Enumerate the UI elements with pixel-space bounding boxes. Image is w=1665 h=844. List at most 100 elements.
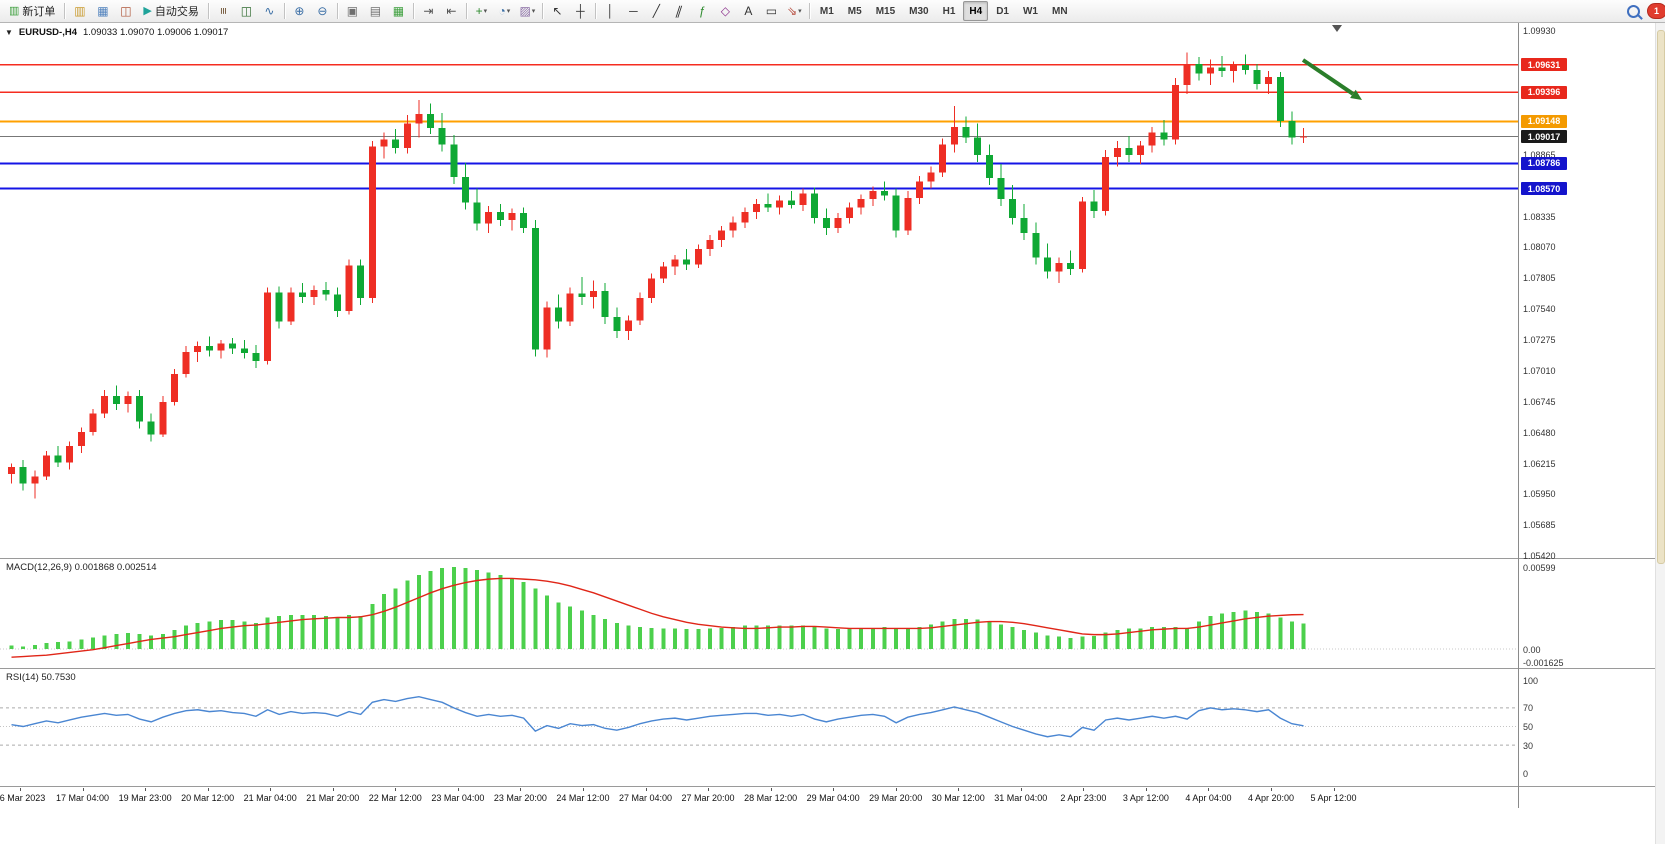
data-window-icon[interactable]: ▦ [91,1,114,22]
algo-trading-button[interactable]: ▶ 自动交易 [137,1,204,22]
time-axis-label: 3 Apr 12:00 [1122,793,1169,803]
timeframe-d1[interactable]: D1 [996,5,1009,17]
search-button[interactable] [1622,1,1645,22]
time-axis-tick [1020,788,1022,791]
vertical-scrollbar[interactable] [1655,22,1665,844]
tile-windows-icon-icon: ▣ [346,4,359,18]
time-axis-tick [645,788,647,791]
timeframe-m30[interactable]: M30 [909,5,929,17]
time-axis-tick [1145,788,1147,791]
new-order-button-label: 新订单 [22,6,56,18]
navigator-icon[interactable]: ◫ [114,1,137,22]
price-axis-label: 1.07805 [1523,273,1556,284]
rsi-axis-label: 0 [1523,768,1529,779]
time-axis-tick [457,788,459,791]
time-axis-label: 16 Mar 2023 [0,793,46,803]
templates-icon[interactable]: ▨ ▾ [516,1,539,22]
time-axis-label: 17 Mar 04:00 [56,793,110,803]
shapes-icon[interactable]: ◇ [714,1,737,22]
price-axis-label: 1.05420 [1523,551,1556,562]
time-axis-tick [1271,788,1272,791]
macd-indicator-label: MACD(12,26,9) 0.001868 0.002514 [6,562,157,573]
new-order-button[interactable]: ▥ 新订单 [3,1,61,22]
timeframe-m1[interactable]: M1 [819,5,834,17]
line-chart-icon[interactable]: ∿ [258,1,281,22]
macd-panel[interactable] [0,559,1518,668]
notifications-button[interactable]: 1 [1645,1,1665,22]
time-axis-tick [82,788,84,791]
time-axis-tick [833,788,835,791]
vertical-line-icon[interactable]: │ [599,1,622,22]
time-axis-tick [770,788,772,791]
grid-icon[interactable]: ▦ [387,1,410,22]
price-axis-label: 1.07540 [1523,304,1556,315]
rsi-axis-label: 30 [1523,740,1534,751]
zoom-out-icon[interactable]: ⊖ [311,1,334,22]
candlestick-chart-icon[interactable]: ◫ [235,1,258,22]
zoom-in-icon[interactable]: ⊕ [288,1,311,22]
chart-shift-marker[interactable] [1332,25,1342,32]
timeframe-m15[interactable]: M15 [875,5,896,17]
time-axis-label: 20 Mar 12:00 [181,793,235,803]
time-axis-label: 28 Mar 12:00 [744,793,798,803]
search-icon [1627,4,1640,18]
time-axis-tick [582,788,584,791]
toolbar-separator [336,3,338,19]
scrollbar-thumb[interactable] [1657,30,1665,564]
rsi-axis-label: 100 [1523,675,1539,686]
bar-chart-icon[interactable]: ≡ [212,1,235,22]
time-axis-label: 31 Mar 04:00 [994,793,1048,803]
rsi-axis-label: 50 [1523,722,1534,732]
one-click-trading-toggle[interactable]: ▼ [5,28,13,37]
time-axis[interactable]: 16 Mar 2023 17 Mar 04:00 19 Mar 23:00 20 Ma… [0,787,1518,808]
timeframe-m5[interactable]: M5 [847,5,862,17]
crosshair-icon[interactable]: ┼ [569,1,592,22]
cursor-icon[interactable]: ↖ [546,1,569,22]
price-axis-label: 1.06215 [1523,458,1556,469]
time-axis-tick [332,788,334,791]
templates-icon-icon: ▨ [519,4,531,18]
text-icon-icon: A [744,4,753,18]
toolbar-separator [207,3,209,19]
text-icon[interactable]: A [737,1,760,22]
arrows-icon[interactable]: ⇘ ▾ [783,1,806,22]
indicators-add-icon[interactable]: + ▾ [470,1,493,22]
fibonacci-icon[interactable]: ƒ [691,1,714,22]
auto-scroll-icon-icon: ⇥ [423,4,434,18]
time-axis-label: 5 Apr 12:00 [1310,793,1357,803]
horizontal-lines[interactable] [0,64,1518,190]
market-watch-icon[interactable]: ▥ [68,1,91,22]
trendline-icon[interactable]: ╱ [645,1,668,22]
chart-window: ▼ EURUSD-,H4 1.09033 1.09070 1.09006 1.0… [0,22,1665,844]
timeframe-h4[interactable]: H4 [963,1,989,21]
time-axis-label: 29 Mar 20:00 [869,793,923,803]
main-price-chart[interactable] [0,22,1518,558]
tile-windows-icon[interactable]: ▣ [341,1,364,22]
channel-icon[interactable]: ∥ [668,1,691,22]
line-chart-icon-icon: ∿ [264,4,275,18]
horizontal-line-icon[interactable]: ─ [622,1,645,22]
timeframe-h1[interactable]: H1 [942,5,956,17]
timeframe-w1[interactable]: W1 [1022,5,1038,17]
panel-splitter[interactable] [0,668,1656,669]
zoom-in-icon-icon: ⊕ [294,4,305,18]
data-window-icon-icon: ▦ [97,4,109,18]
timeframe-mn[interactable]: MN [1051,5,1068,17]
fibonacci-icon-icon: ƒ [699,4,706,18]
rsi-indicator-label: RSI(14) 50.7530 [6,672,76,683]
arrow-annotation[interactable] [1301,58,1362,100]
time-axis-tick [1208,788,1210,791]
rsi-panel[interactable] [0,669,1518,786]
panel-splitter[interactable] [0,558,1656,559]
time-axis-tick [270,788,272,791]
panel-splitter[interactable] [0,786,1656,787]
periods-icon[interactable]: ◔ ▾ [493,1,516,22]
text-label-icon[interactable]: ▭ [760,1,783,22]
cascade-windows-icon[interactable]: ▤ [364,1,387,22]
chart-shift-icon[interactable]: ⇤ [440,1,463,22]
dropdown-arrow-icon: ▾ [483,8,488,15]
price-axis[interactable]: 1.09930 1.08865 1.08335 1.08070 1.07805 1.075… [1519,22,1656,808]
auto-scroll-icon[interactable]: ⇥ [417,1,440,22]
price-axis-label: 1.07275 [1523,335,1556,346]
toolbar-separator [465,3,467,19]
